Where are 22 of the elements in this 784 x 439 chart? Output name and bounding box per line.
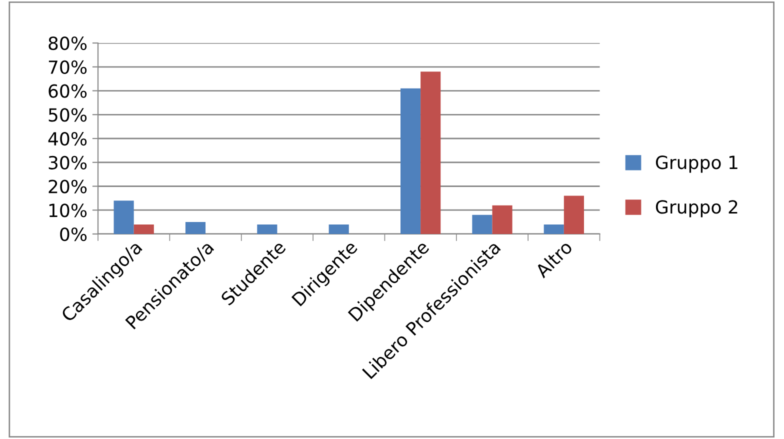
bar <box>400 88 421 234</box>
y-tick-label: 60% <box>48 84 87 98</box>
bar <box>492 205 512 234</box>
legend-label: Gruppo 1 <box>656 156 738 173</box>
y-tick-label: 20% <box>48 180 87 194</box>
y-tick-label: 80% <box>48 36 87 50</box>
bar <box>328 224 349 234</box>
bar <box>185 222 206 234</box>
y-tick-label: 0% <box>60 227 87 242</box>
bar <box>134 224 154 234</box>
y-tick-label: 40% <box>48 132 87 146</box>
y-tick-label: 10% <box>49 204 87 218</box>
bar <box>114 200 134 234</box>
bar <box>257 224 278 234</box>
bar <box>564 196 584 234</box>
bar <box>472 214 492 234</box>
y-tick-label: 50% <box>48 108 87 122</box>
bar <box>420 72 441 234</box>
y-tick-label: 70% <box>48 60 87 74</box>
legend-label: Gruppo 2 <box>656 200 738 218</box>
y-tick-label: 30% <box>48 156 87 170</box>
bar <box>544 224 564 234</box>
